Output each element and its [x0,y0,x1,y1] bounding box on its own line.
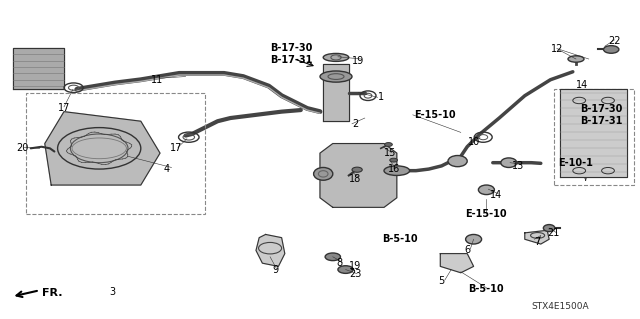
Text: 21: 21 [547,228,560,238]
Text: 17: 17 [170,143,182,153]
Text: 7: 7 [534,237,541,248]
Text: 9: 9 [272,264,278,275]
Circle shape [352,167,362,172]
Polygon shape [45,112,160,185]
Circle shape [604,46,619,53]
Text: 1: 1 [378,92,384,102]
Ellipse shape [501,158,517,167]
Text: 19: 19 [352,56,365,66]
Polygon shape [560,89,627,177]
Circle shape [385,143,392,146]
Text: 14: 14 [576,79,589,90]
Text: E-15-10: E-15-10 [465,209,508,219]
Bar [554,89,634,185]
Text: 14: 14 [490,189,502,200]
Polygon shape [13,48,64,89]
Polygon shape [320,144,397,207]
Text: B-17-30
B-17-31: B-17-30 B-17-31 [580,104,623,126]
Text: B-5-10: B-5-10 [468,284,504,294]
Polygon shape [256,234,285,266]
Text: 10: 10 [467,137,480,147]
Text: 3: 3 [109,287,115,297]
Bar [26,93,205,214]
Circle shape [390,158,397,162]
Polygon shape [440,254,474,273]
Text: 20: 20 [16,143,29,153]
Ellipse shape [479,185,495,195]
Text: 8: 8 [336,258,342,268]
Text: B-5-10: B-5-10 [382,234,418,244]
Text: 23: 23 [349,269,362,279]
Ellipse shape [466,234,482,244]
Text: 2: 2 [352,119,358,130]
Text: 6: 6 [464,245,470,256]
Ellipse shape [448,155,467,167]
Ellipse shape [384,166,410,175]
Text: 15: 15 [384,148,397,158]
Text: 17: 17 [58,103,70,114]
Circle shape [338,266,353,273]
Text: 18: 18 [349,174,362,184]
Polygon shape [525,230,549,244]
Text: B-17-30
B-17-31: B-17-30 B-17-31 [270,43,312,65]
Text: E-15-10: E-15-10 [414,110,456,120]
Ellipse shape [543,225,555,232]
Text: 11: 11 [150,75,163,85]
Ellipse shape [320,71,352,82]
Ellipse shape [568,56,584,62]
Text: 19: 19 [349,261,362,271]
Text: E-10-1: E-10-1 [559,158,593,168]
Text: 16: 16 [387,164,400,174]
Circle shape [325,253,340,261]
Text: FR.: FR. [42,288,62,298]
Text: 22: 22 [608,36,621,47]
Text: 4: 4 [163,164,170,174]
Text: 13: 13 [512,161,525,171]
Text: 5: 5 [438,276,445,286]
Ellipse shape [323,54,349,62]
Ellipse shape [314,167,333,180]
Polygon shape [323,64,349,121]
Text: 12: 12 [550,44,563,55]
Text: STX4E1500A: STX4E1500A [531,302,589,311]
